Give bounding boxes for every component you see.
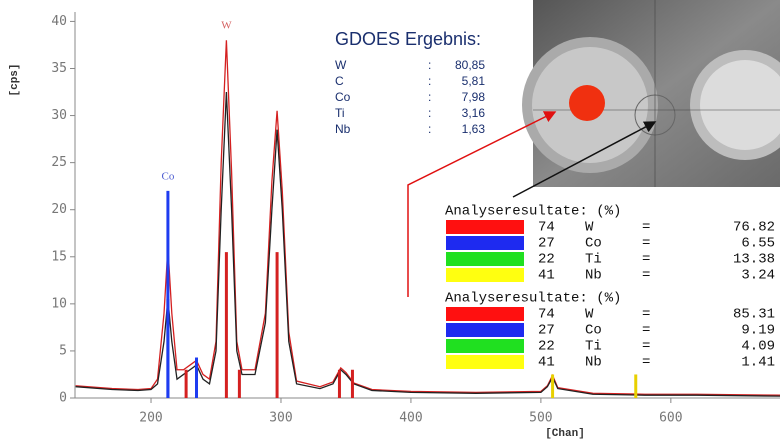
color-swatch (446, 307, 524, 321)
element: Co (585, 236, 602, 252)
color-swatch (446, 339, 524, 353)
photo (522, 0, 780, 187)
atomic-number: 22 (538, 339, 555, 355)
y-tick-label: 40 (51, 14, 67, 29)
red-arrow (407, 111, 557, 297)
equals: = (642, 252, 650, 268)
y-tick-label: 0 (59, 391, 67, 406)
y-tick-label: 10 (51, 296, 67, 311)
color-swatch (446, 220, 524, 234)
percent: 6.55 (741, 236, 775, 252)
element: W (585, 220, 594, 236)
gdoes-value: 7,98 (462, 90, 486, 104)
y-tick-label: 15 (51, 249, 67, 264)
equals: = (642, 323, 650, 339)
element: Nb (585, 268, 602, 284)
percent: 9.19 (741, 323, 775, 339)
color-swatch (446, 252, 524, 266)
y-tick-label: 35 (51, 61, 67, 76)
atomic-number: 27 (538, 323, 555, 339)
percent: 85.31 (733, 307, 775, 323)
gdoes-value: 1,63 (462, 122, 486, 136)
atomic-number: 27 (538, 236, 555, 252)
x-tick-label: 500 (529, 411, 552, 426)
percent: 76.82 (733, 220, 775, 236)
gdoes-element: Nb (335, 122, 351, 136)
percent: 4.09 (741, 339, 775, 355)
atomic-number: 41 (538, 268, 555, 284)
equals: = (642, 236, 650, 252)
x-axis-label: [Chan] (545, 428, 585, 440)
spectrum-line (75, 91, 780, 397)
color-swatch (446, 236, 524, 250)
x-tick-label: 600 (659, 411, 682, 426)
table-title: Analyseresultate: (%) (445, 291, 621, 307)
element: Co (585, 323, 602, 339)
x-tick-label: 300 (269, 411, 292, 426)
gdoes-colon: : (428, 74, 431, 88)
x-tick-label: 200 (139, 411, 162, 426)
gdoes-colon: : (428, 122, 431, 136)
equals: = (642, 339, 650, 355)
percent: 13.38 (733, 252, 775, 268)
peak-label: Co (161, 170, 174, 182)
equals: = (642, 220, 650, 236)
gdoes-title: GDOES Ergebnis: (335, 29, 481, 49)
equals: = (642, 268, 650, 284)
percent: 1.41 (741, 355, 775, 371)
element: Ti (585, 339, 602, 355)
gdoes-value: 80,85 (455, 58, 485, 72)
percent: 3.24 (741, 268, 775, 284)
y-tick-label: 5 (59, 343, 67, 358)
gdoes-value: 5,81 (462, 74, 486, 88)
atomic-number: 74 (538, 307, 555, 323)
x-tick-label: 400 (399, 411, 422, 426)
atomic-number: 41 (538, 355, 555, 371)
equals: = (642, 307, 650, 323)
gdoes-element: Ti (335, 106, 345, 120)
color-swatch (446, 268, 524, 282)
color-swatch (446, 323, 524, 337)
y-tick-label: 25 (51, 155, 67, 170)
y-tick-label: 20 (51, 202, 67, 217)
atomic-number: 74 (538, 220, 555, 236)
gdoes-colon: : (428, 58, 431, 72)
peak-label: W (221, 20, 232, 32)
gdoes-element: W (335, 58, 347, 72)
black-arrow (512, 121, 657, 198)
gdoes-colon: : (428, 90, 431, 104)
atomic-number: 22 (538, 252, 555, 268)
y-tick-label: 30 (51, 108, 67, 123)
equals: = (642, 355, 650, 371)
element: Ti (585, 252, 602, 268)
element: W (585, 307, 594, 323)
y-axis-label: [cps] (9, 63, 21, 96)
element: Nb (585, 355, 602, 371)
color-swatch (446, 355, 524, 369)
gdoes-element: C (335, 74, 344, 88)
gdoes-value: 3,16 (462, 106, 486, 120)
gdoes-element: Co (335, 90, 351, 104)
table-title: Analyseresultate: (%) (445, 204, 621, 220)
gdoes-colon: : (428, 106, 431, 120)
